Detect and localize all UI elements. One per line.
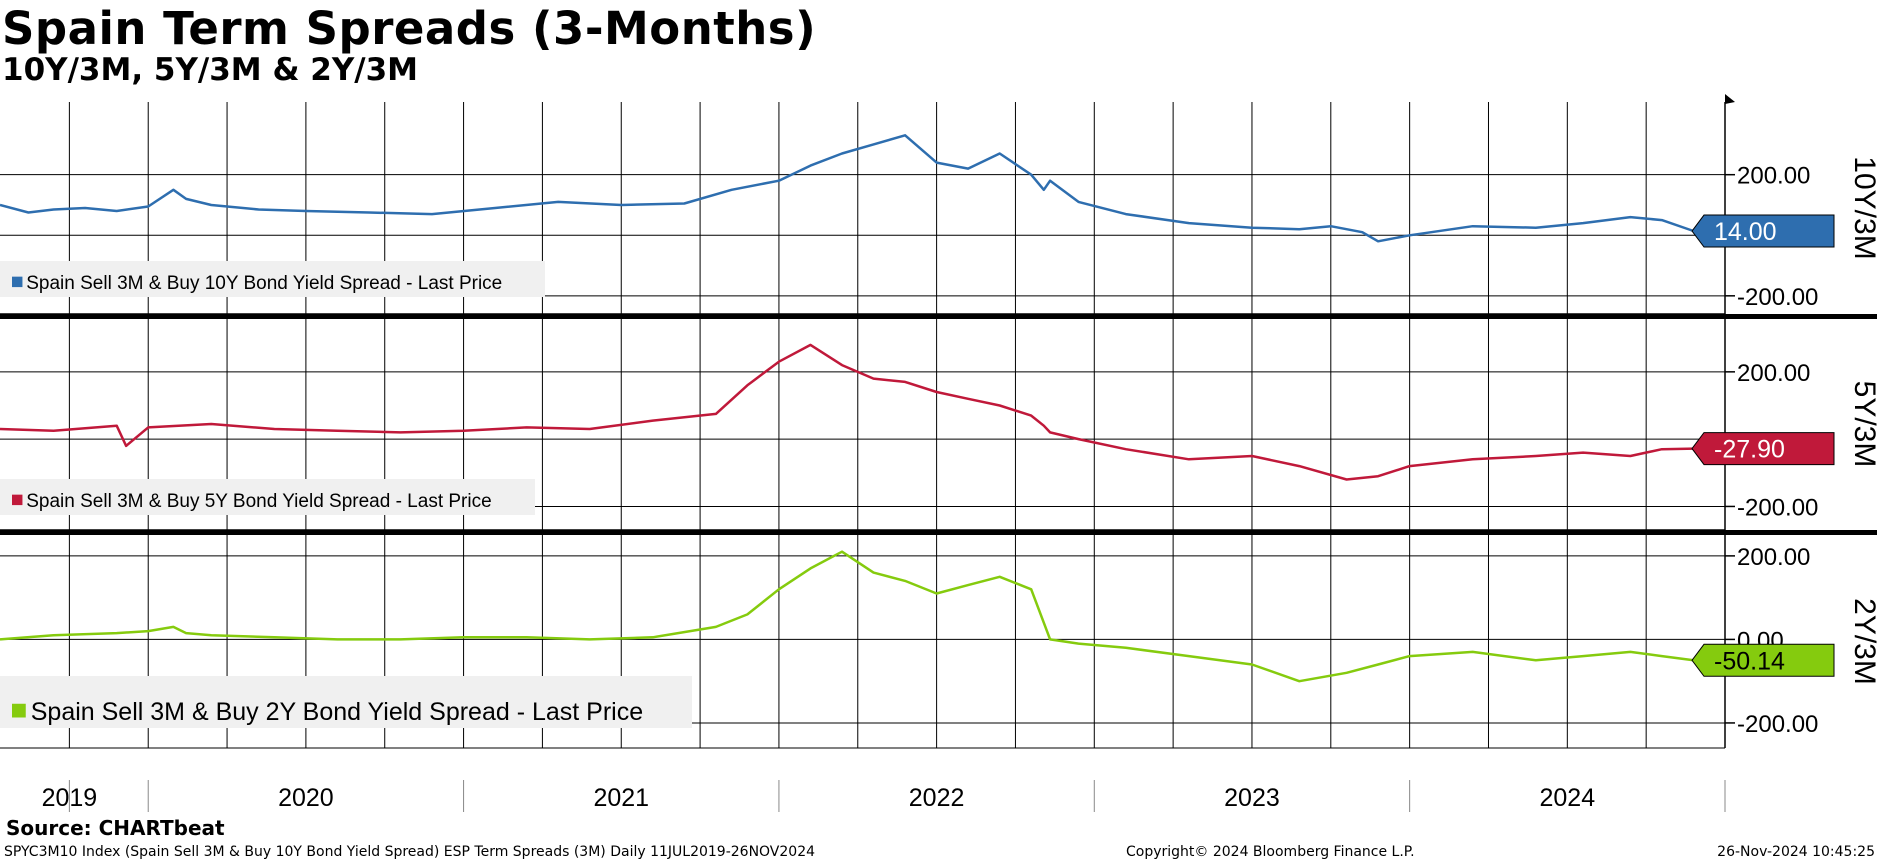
x-year-label: 2023 xyxy=(1224,784,1280,812)
series-line xyxy=(0,343,1694,481)
chart-subtitle: 10Y/3M, 5Y/3M & 2Y/3M xyxy=(2,52,419,88)
last-value-label: 14.00 xyxy=(1714,218,1777,246)
y-axis-title: 10Y/3M xyxy=(1848,156,1877,259)
legend-label: Spain Sell 3M & Buy 5Y Bond Yield Spread… xyxy=(26,491,491,512)
chart-title: Spain Term Spreads (3-Months) xyxy=(2,2,817,55)
panel-separator xyxy=(0,314,1877,319)
legend-swatch xyxy=(12,276,23,288)
last-value-label: -27.90 xyxy=(1714,436,1785,464)
y-axis-title: 5Y/3M xyxy=(1848,381,1877,468)
legend-swatch xyxy=(12,494,23,506)
source-label: Source: CHARTbeat xyxy=(6,816,225,840)
panel-separator xyxy=(0,530,1877,535)
x-year-label: 2022 xyxy=(909,784,965,812)
axis-arrow xyxy=(1725,94,1735,104)
last-value-tag xyxy=(1691,214,1835,248)
legend-box xyxy=(0,479,535,515)
last-value-label: -50.14 xyxy=(1714,647,1785,675)
legend-box xyxy=(0,676,692,728)
legend-swatch xyxy=(12,703,26,718)
legend-label: Spain Sell 3M & Buy 2Y Bond Yield Spread… xyxy=(31,698,643,726)
y-tick-label: -200.00 xyxy=(1737,711,1818,738)
y-tick-label: 200.00 xyxy=(1737,163,1810,190)
last-value-tag xyxy=(1691,643,1835,677)
x-year-label: 2019 xyxy=(42,784,98,812)
y-tick-label: -200.00 xyxy=(1737,284,1818,311)
timestamp-text: 26-Nov-2024 10:45:25 xyxy=(1717,844,1875,860)
y-tick-label: -200.00 xyxy=(1737,494,1818,521)
series-line xyxy=(0,550,1694,683)
y-axis-title: 2Y/3M xyxy=(1848,598,1877,685)
x-year-label: 2021 xyxy=(593,784,649,812)
legend-label: Spain Sell 3M & Buy 10Y Bond Yield Sprea… xyxy=(26,273,502,294)
copyright-text: Copyright© 2024 Bloomberg Finance L.P. xyxy=(1126,844,1415,860)
series-description: SPYC3M10 Index (Spain Sell 3M & Buy 10Y … xyxy=(4,844,816,860)
x-year-label: 2024 xyxy=(1540,784,1596,812)
y-tick-label: 200.00 xyxy=(1737,360,1810,387)
last-value-tag xyxy=(1691,432,1835,466)
x-year-label: 2020 xyxy=(278,784,334,812)
series-line xyxy=(0,134,1694,243)
legend-box xyxy=(0,261,545,297)
y-tick-label: 200.00 xyxy=(1737,544,1810,571)
